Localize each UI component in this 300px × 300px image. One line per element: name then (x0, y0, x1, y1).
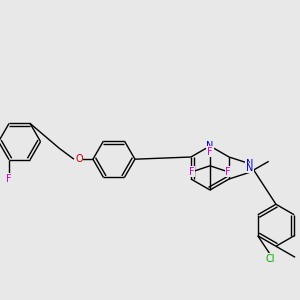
Text: N: N (206, 141, 214, 151)
Text: O: O (75, 154, 83, 164)
Text: Cl: Cl (265, 254, 274, 264)
Text: N: N (246, 159, 253, 169)
Text: F: F (6, 174, 12, 184)
Text: N: N (246, 163, 253, 173)
Text: F: F (225, 167, 231, 177)
Text: F: F (207, 147, 213, 157)
Text: F: F (189, 167, 195, 177)
